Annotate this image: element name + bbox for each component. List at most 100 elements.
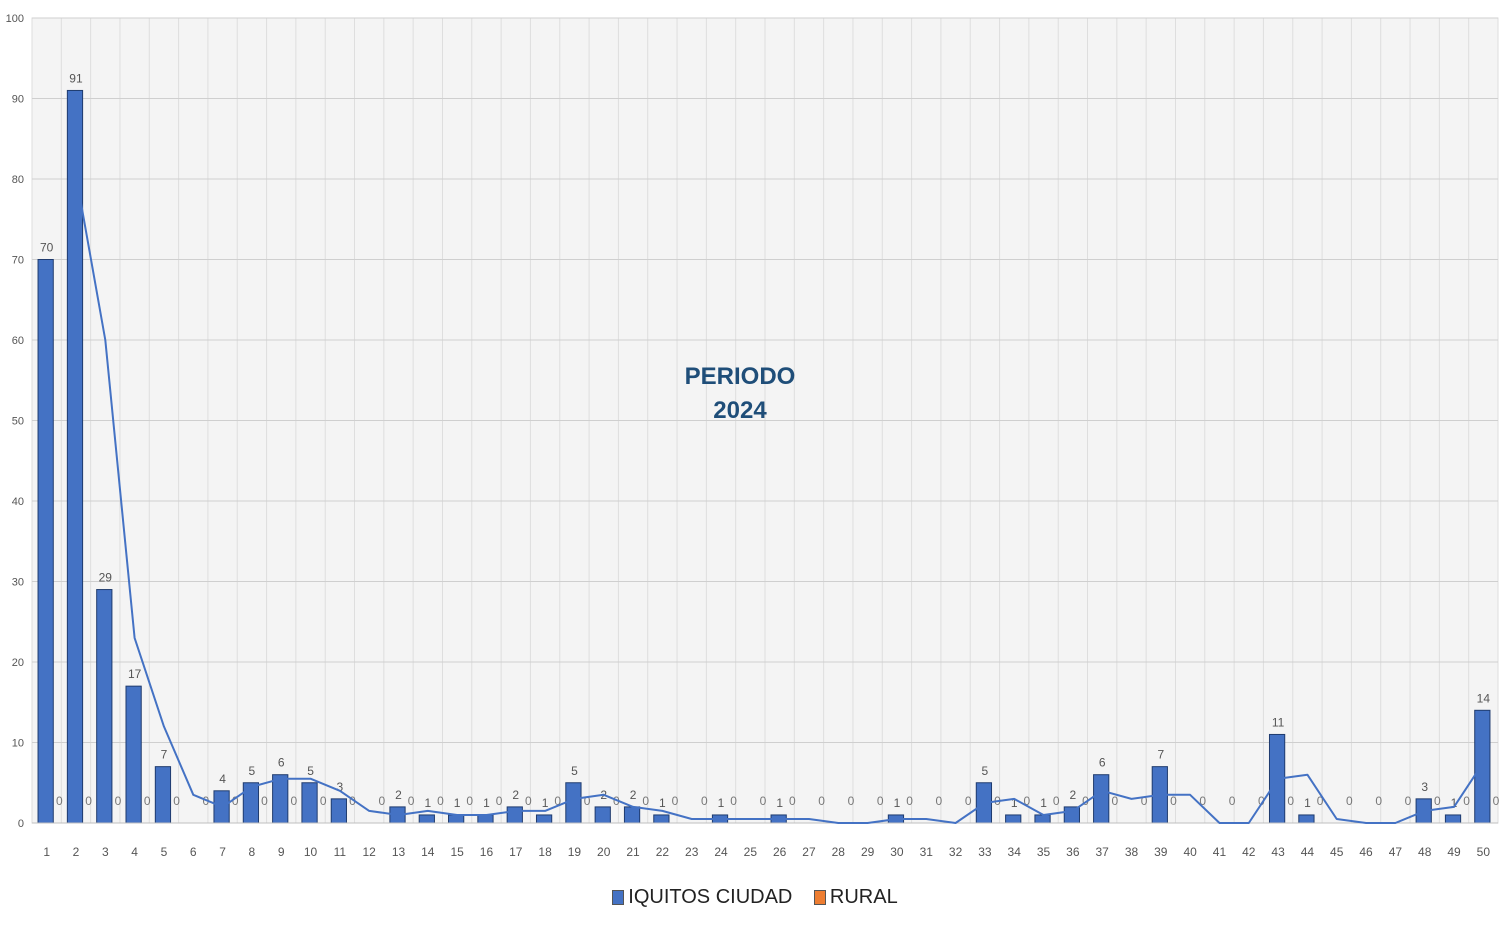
data-label-rural: 0	[525, 794, 532, 808]
bar-iquitos-ciudad	[154, 766, 172, 824]
x-tick-label: 1	[43, 845, 50, 859]
x-tick-label: 27	[802, 845, 816, 859]
data-label-iquitos-ciudad: 2	[395, 788, 402, 802]
x-tick-label: 39	[1154, 845, 1168, 859]
data-label-iquitos-ciudad: 1	[659, 796, 666, 810]
data-label-rural: 0	[1463, 794, 1470, 808]
data-label-rural: 0	[1170, 794, 1177, 808]
data-label-iquitos-ciudad: 5	[307, 764, 314, 778]
data-label-rural: 0	[320, 794, 327, 808]
bar-iquitos-ciudad	[1474, 709, 1491, 824]
data-label-rural: 0	[349, 794, 356, 808]
data-label-rural: 0	[1141, 794, 1148, 808]
data-label-rural: 0	[1346, 794, 1353, 808]
x-tick-label: 10	[304, 845, 318, 859]
x-tick-label: 38	[1125, 845, 1139, 859]
bar-iquitos-ciudad	[330, 798, 347, 824]
data-label-iquitos-ciudad: 1	[1304, 796, 1311, 810]
data-label-iquitos-ciudad: 17	[128, 667, 142, 681]
x-tick-label: 46	[1359, 845, 1373, 859]
x-tick-label: 19	[568, 845, 582, 859]
y-tick-label: 40	[12, 496, 24, 508]
data-label-rural: 0	[56, 794, 63, 808]
y-tick-label: 10	[12, 738, 24, 750]
x-tick-label: 12	[363, 845, 377, 859]
x-tick-label: 34	[1008, 845, 1022, 859]
y-tick-label: 20	[12, 657, 24, 669]
x-tick-label: 23	[685, 845, 699, 859]
data-label-rural: 0	[1434, 794, 1441, 808]
data-label-rural: 0	[1258, 794, 1265, 808]
x-tick-label: 8	[249, 845, 256, 859]
data-label-rural: 0	[290, 794, 297, 808]
x-tick-label: 28	[832, 845, 846, 859]
data-label-rural: 0	[261, 794, 268, 808]
data-label-rural: 0	[1199, 794, 1206, 808]
x-tick-label: 21	[626, 845, 640, 859]
x-tick-label: 16	[480, 845, 494, 859]
x-tick-label: 50	[1477, 845, 1491, 859]
x-tick-label: 37	[1096, 845, 1110, 859]
x-tick-label: 32	[949, 845, 963, 859]
legend-item-iquitos: IQUITOS CIUDAD	[612, 886, 792, 909]
period-annotation-line-2: 2024	[713, 397, 767, 424]
x-tick-label: 30	[890, 845, 904, 859]
bar-iquitos-ciudad	[37, 259, 54, 824]
bar-iquitos-ciudad	[594, 806, 611, 824]
data-label-rural: 0	[1375, 794, 1382, 808]
y-tick-label: 80	[12, 174, 24, 186]
data-label-rural: 0	[848, 794, 855, 808]
legend-label-iquitos: IQUITOS CIUDAD	[628, 886, 793, 908]
bar-iquitos-ciudad	[272, 774, 289, 824]
x-tick-label: 49	[1447, 845, 1461, 859]
data-label-rural: 0	[701, 794, 708, 808]
x-tick-label: 31	[920, 845, 934, 859]
data-label-rural: 0	[1229, 794, 1236, 808]
bar-iquitos-ciudad	[653, 814, 670, 824]
data-label-iquitos-ciudad: 2	[630, 788, 637, 802]
bar-iquitos-ciudad	[506, 806, 523, 824]
x-tick-label: 6	[190, 845, 197, 859]
chart-legend: IQUITOS CIUDAD RURAL	[0, 886, 1510, 911]
data-label-rural: 0	[906, 794, 913, 808]
data-label-iquitos-ciudad: 1	[1011, 796, 1018, 810]
bar-iquitos-ciudad	[1034, 814, 1051, 824]
data-label-iquitos-ciudad: 11	[1272, 715, 1285, 729]
y-tick-label: 30	[12, 577, 24, 589]
data-label-iquitos-ciudad: 1	[1040, 796, 1047, 810]
y-tick-label: 70	[12, 255, 24, 267]
x-tick-label: 2	[73, 845, 80, 859]
x-tick-label: 29	[861, 845, 875, 859]
bar-iquitos-ciudad	[418, 814, 435, 824]
data-label-rural: 0	[554, 794, 561, 808]
x-tick-label: 40	[1183, 845, 1197, 859]
legend-item-rural: RURAL	[813, 886, 898, 909]
y-tick-label: 90	[12, 94, 24, 106]
period-annotation: PERIODO 2024	[640, 360, 840, 428]
bar-iquitos-ciudad	[301, 782, 318, 824]
bar-iquitos-ciudad	[1298, 814, 1315, 824]
data-label-iquitos-ciudad: 3	[337, 780, 344, 794]
x-tick-label: 41	[1213, 845, 1227, 859]
legend-label-rural: RURAL	[829, 886, 898, 908]
data-label-rural: 0	[760, 794, 767, 808]
x-tick-label: 45	[1330, 845, 1344, 859]
data-label-rural: 0	[730, 794, 737, 808]
data-label-iquitos-ciudad: 4	[219, 772, 226, 786]
bar-iquitos-ciudad	[448, 814, 465, 824]
x-tick-label: 26	[773, 845, 787, 859]
data-label-iquitos-ciudad: 1	[1451, 796, 1458, 810]
x-tick-label: 15	[450, 845, 464, 859]
x-tick-label: 36	[1066, 845, 1080, 859]
data-label-iquitos-ciudad: 2	[1070, 788, 1077, 802]
data-label-iquitos-ciudad: 1	[424, 796, 431, 810]
x-tick-label: 33	[978, 845, 992, 859]
data-label-rural: 0	[408, 794, 415, 808]
data-label-rural: 0	[115, 794, 122, 808]
bar-iquitos-ciudad	[565, 782, 582, 824]
x-tick-label: 48	[1418, 845, 1432, 859]
data-label-rural: 0	[1053, 794, 1060, 808]
data-label-iquitos-ciudad: 29	[99, 571, 113, 585]
data-label-iquitos-ciudad: 6	[278, 756, 285, 770]
x-tick-label: 47	[1389, 845, 1403, 859]
